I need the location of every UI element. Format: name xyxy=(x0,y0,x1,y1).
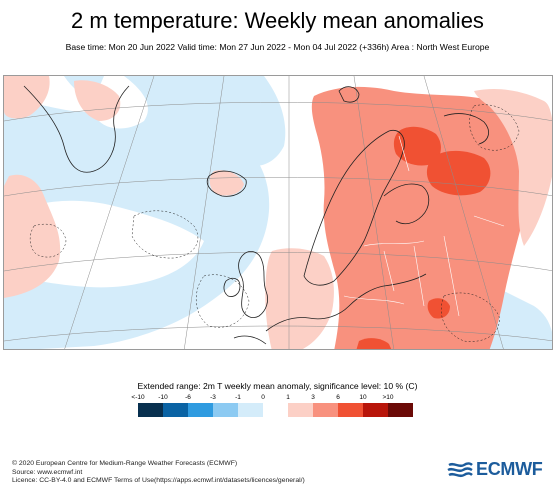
significance-contours xyxy=(29,104,520,342)
legend-tick: 0 xyxy=(261,394,265,401)
legend-ticks: <-10 -10 -6 -3 -1 0 1 3 6 10 >10 xyxy=(128,394,428,404)
anomaly-map-canvas xyxy=(4,76,552,349)
legend-tick: >10 xyxy=(382,394,394,401)
warm-anomaly-region-west xyxy=(4,174,61,298)
legend-tick: -1 xyxy=(235,394,241,401)
legend-swatch xyxy=(338,403,363,417)
legend-title: Extended range: 2m T weekly mean anomaly… xyxy=(137,381,418,391)
legend-tick: -6 xyxy=(185,394,191,401)
legend-tick: 1 xyxy=(286,394,290,401)
warm-anomaly-region-greenland xyxy=(4,76,50,119)
legend-tick: 3 xyxy=(311,394,315,401)
legend-swatch xyxy=(138,403,163,417)
legend-swatch xyxy=(213,403,238,417)
warm-anomaly-region-west-europe xyxy=(265,248,334,349)
legend-swatch xyxy=(388,403,413,417)
footer-source: Source: www.ecmwf.int xyxy=(12,468,83,476)
legend-tick: -3 xyxy=(210,394,216,401)
legend-swatch xyxy=(363,403,388,417)
legend-swatch xyxy=(163,403,188,417)
legend-swatch xyxy=(263,403,288,417)
legend-tick: <-10 xyxy=(131,394,145,401)
coastlines xyxy=(23,85,489,345)
ecmwf-logo-icon xyxy=(447,461,473,477)
strong-warm-region-balkans xyxy=(356,338,392,349)
strong-warm-region-russia xyxy=(426,150,491,196)
legend-tick: 10 xyxy=(359,394,367,401)
footer-licence: Licence: CC-BY-4.0 and ECMWF Terms of Us… xyxy=(12,477,305,484)
strong-warm-region-finland xyxy=(393,126,441,166)
warm-anomaly-region-east-light xyxy=(474,89,552,246)
legend-tick: -10 xyxy=(158,394,168,401)
footer-copyright: © 2020 European Centre for Medium-Range … xyxy=(12,460,238,467)
country-borders xyxy=(343,135,505,317)
graticule xyxy=(4,76,552,349)
warm-anomaly-region-europe xyxy=(311,86,531,349)
warm-anomaly-region-iceland xyxy=(209,170,244,196)
map-title: 2 m temperature: Weekly mean anomalies xyxy=(71,8,484,33)
legend-swatch xyxy=(288,403,313,417)
strong-warm-region-south xyxy=(427,298,450,319)
legend-swatch xyxy=(313,403,338,417)
ecmwf-logo-text: ECMWF xyxy=(476,459,543,479)
legend-swatch xyxy=(188,403,213,417)
footer-credits: © 2020 European Centre for Medium-Range … xyxy=(12,460,305,486)
warm-anomaly-region-northwest xyxy=(74,80,121,121)
anomaly-map xyxy=(3,75,553,350)
legend-tick: 6 xyxy=(336,394,340,401)
ecmwf-logo: ECMWF xyxy=(447,459,543,480)
legend-swatch xyxy=(238,403,263,417)
map-subtitle: Base time: Mon 20 Jun 2022 Valid time: M… xyxy=(65,42,490,52)
legend-colorbar xyxy=(138,403,413,417)
